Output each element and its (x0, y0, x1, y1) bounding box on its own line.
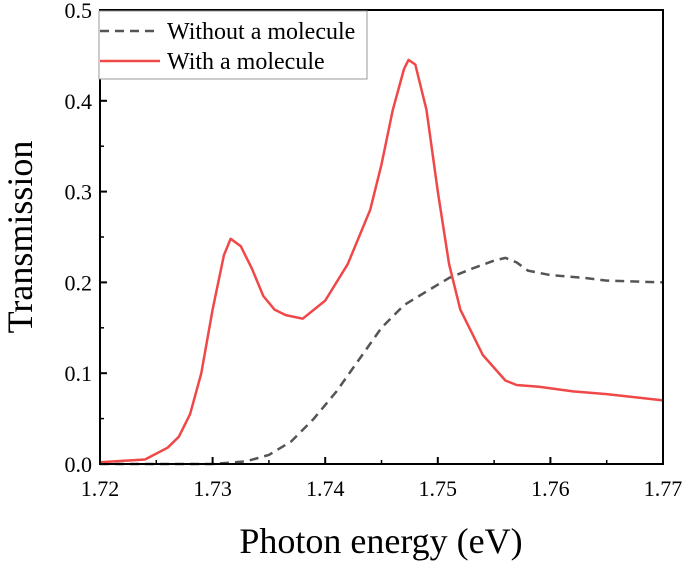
y-tick-label: 0.0 (65, 452, 93, 477)
y-tick-label: 0.3 (65, 180, 93, 205)
series-line-1 (99, 58, 664, 464)
legend-label-with: With a molecule (167, 49, 325, 75)
legend: Without a molecule With a molecule (98, 10, 368, 80)
x-axis-label: Photon energy (eV) (239, 521, 522, 561)
y-tick-label: 0.5 (65, 0, 93, 23)
y-axis-label: Transmission (0, 141, 40, 334)
y-tick-label: 0.1 (65, 361, 93, 386)
legend-box (98, 10, 368, 80)
x-tick-label: 1.77 (644, 476, 683, 501)
x-tick-label: 1.75 (419, 476, 458, 501)
x-tick-label: 1.74 (306, 476, 345, 501)
x-tick-label: 1.76 (531, 476, 570, 501)
y-tick-label: 0.2 (65, 270, 93, 295)
series-line-0 (100, 256, 664, 466)
x-tick-label: 1.72 (81, 476, 120, 501)
y-tick-label: 0.4 (65, 89, 93, 114)
x-tick-label: 1.73 (193, 476, 232, 501)
legend-label-without: Without a molecule (167, 19, 355, 45)
